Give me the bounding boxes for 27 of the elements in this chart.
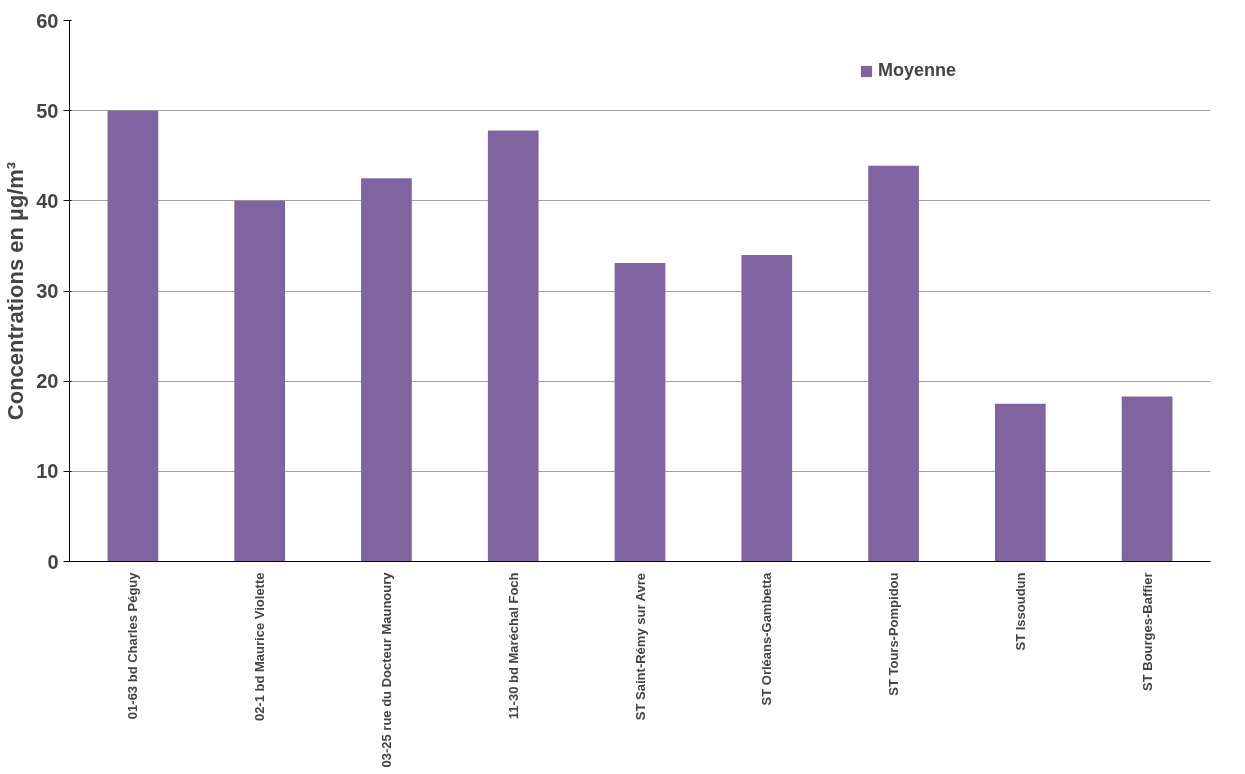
y-tick-label: 30 (36, 280, 59, 302)
y-tick-label: 40 (36, 189, 59, 212)
bar (107, 110, 159, 562)
x-tick-label: 02-1 bd Maurice Violette (252, 572, 268, 722)
x-tick-label: ST Orléans-Gambetta (759, 571, 775, 706)
bar (487, 130, 539, 562)
bar (741, 254, 793, 562)
x-tick-label: ST Saint-Rémy sur Avre (632, 572, 648, 721)
x-tick-label: ST Bourges-Baffier (1139, 572, 1155, 691)
x-tick-label: 11-30 bd Maréchal Foch (505, 572, 521, 720)
bar (868, 165, 919, 562)
y-tick-label: 10 (36, 460, 59, 483)
bar (234, 200, 286, 562)
legend-label: Moyenne (878, 60, 957, 81)
bar (1121, 396, 1173, 562)
x-tick-label: ST Issoudun (1012, 572, 1028, 651)
bar (994, 403, 1046, 562)
x-tick-label: ST Tours-Pompidou (886, 572, 902, 696)
y-axis-title: Concentrations en µg/m³ (3, 161, 29, 421)
y-tick-label: 50 (36, 99, 59, 122)
y-tick-label: 60 (36, 9, 59, 32)
bar (361, 178, 412, 562)
y-tick-label: 0 (47, 550, 59, 573)
x-tick-label: 03-25 rue du Docteur Maunoury (378, 571, 394, 768)
bar (614, 263, 666, 562)
x-tick-label: 01-63 bd Charles Péguy (125, 571, 141, 720)
y-tick-label: 20 (36, 370, 59, 393)
